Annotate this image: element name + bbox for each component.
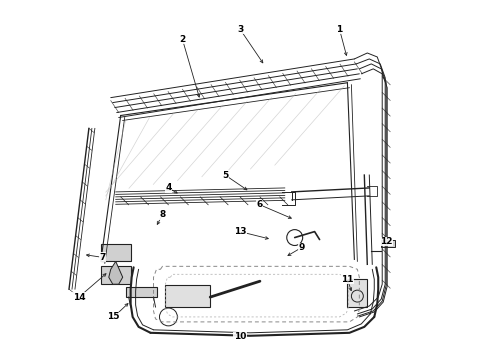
Text: 9: 9 bbox=[298, 243, 305, 252]
Text: 7: 7 bbox=[99, 253, 106, 262]
Text: 8: 8 bbox=[159, 210, 166, 219]
Bar bbox=[101, 266, 131, 284]
Bar bbox=[101, 243, 131, 261]
Bar bbox=[347, 279, 368, 307]
Text: 4: 4 bbox=[165, 184, 172, 193]
Bar bbox=[125, 287, 157, 297]
Text: 14: 14 bbox=[73, 293, 85, 302]
Text: 12: 12 bbox=[380, 237, 392, 246]
Text: 6: 6 bbox=[257, 200, 263, 209]
Text: 13: 13 bbox=[234, 227, 246, 236]
Bar bbox=[166, 285, 210, 307]
Text: 1: 1 bbox=[336, 25, 343, 34]
Polygon shape bbox=[109, 261, 122, 284]
Text: 2: 2 bbox=[179, 35, 186, 44]
Text: 5: 5 bbox=[222, 171, 228, 180]
Text: 3: 3 bbox=[237, 25, 243, 34]
Text: 11: 11 bbox=[341, 275, 354, 284]
Text: 15: 15 bbox=[107, 312, 120, 321]
Text: 10: 10 bbox=[234, 332, 246, 341]
Bar bbox=[381, 239, 395, 247]
